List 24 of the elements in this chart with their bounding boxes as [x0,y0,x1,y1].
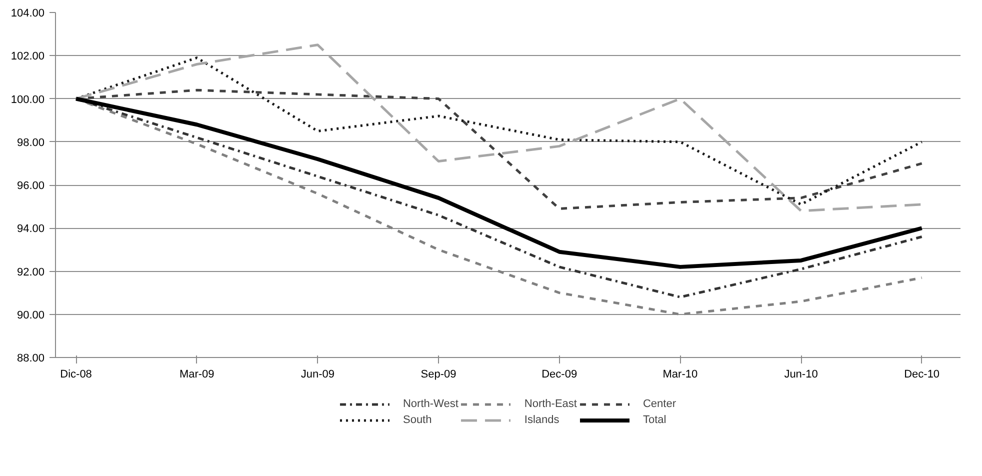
legend-label: South [402,413,432,427]
y-tick-label: 90.00 [16,309,45,322]
legend-label: North-East [524,397,577,411]
y-tick-label: 104.00 [10,8,45,20]
x-tick-label: Dec-10 [904,368,940,380]
y-tick-label: 100.00 [10,94,45,106]
x-tick-label: Dic-08 [60,368,92,380]
x-tick-label: Mar-09 [179,368,214,380]
y-tick-label: 98.00 [16,136,45,149]
x-tick-label: Jun-09 [300,368,335,380]
x-tick-label: Sep-09 [420,368,456,380]
x-tick-label: Dec-09 [542,368,578,380]
line-series [74,96,924,269]
legend-label: North-West [402,397,458,411]
x-tick-label: Jun-10 [784,368,818,380]
x-tick-label: Mar-10 [662,368,698,380]
y-tick-label: 94.00 [16,223,45,236]
legend-label: Islands [524,413,560,427]
y-tick-label: 96.00 [16,180,45,192]
y-tick-label: 102.00 [10,50,45,63]
legend-label: Center [642,397,676,411]
y-tick-label: 92.00 [16,266,45,278]
legend-label: Total [642,413,666,427]
y-tick-label: 88.00 [16,352,45,364]
